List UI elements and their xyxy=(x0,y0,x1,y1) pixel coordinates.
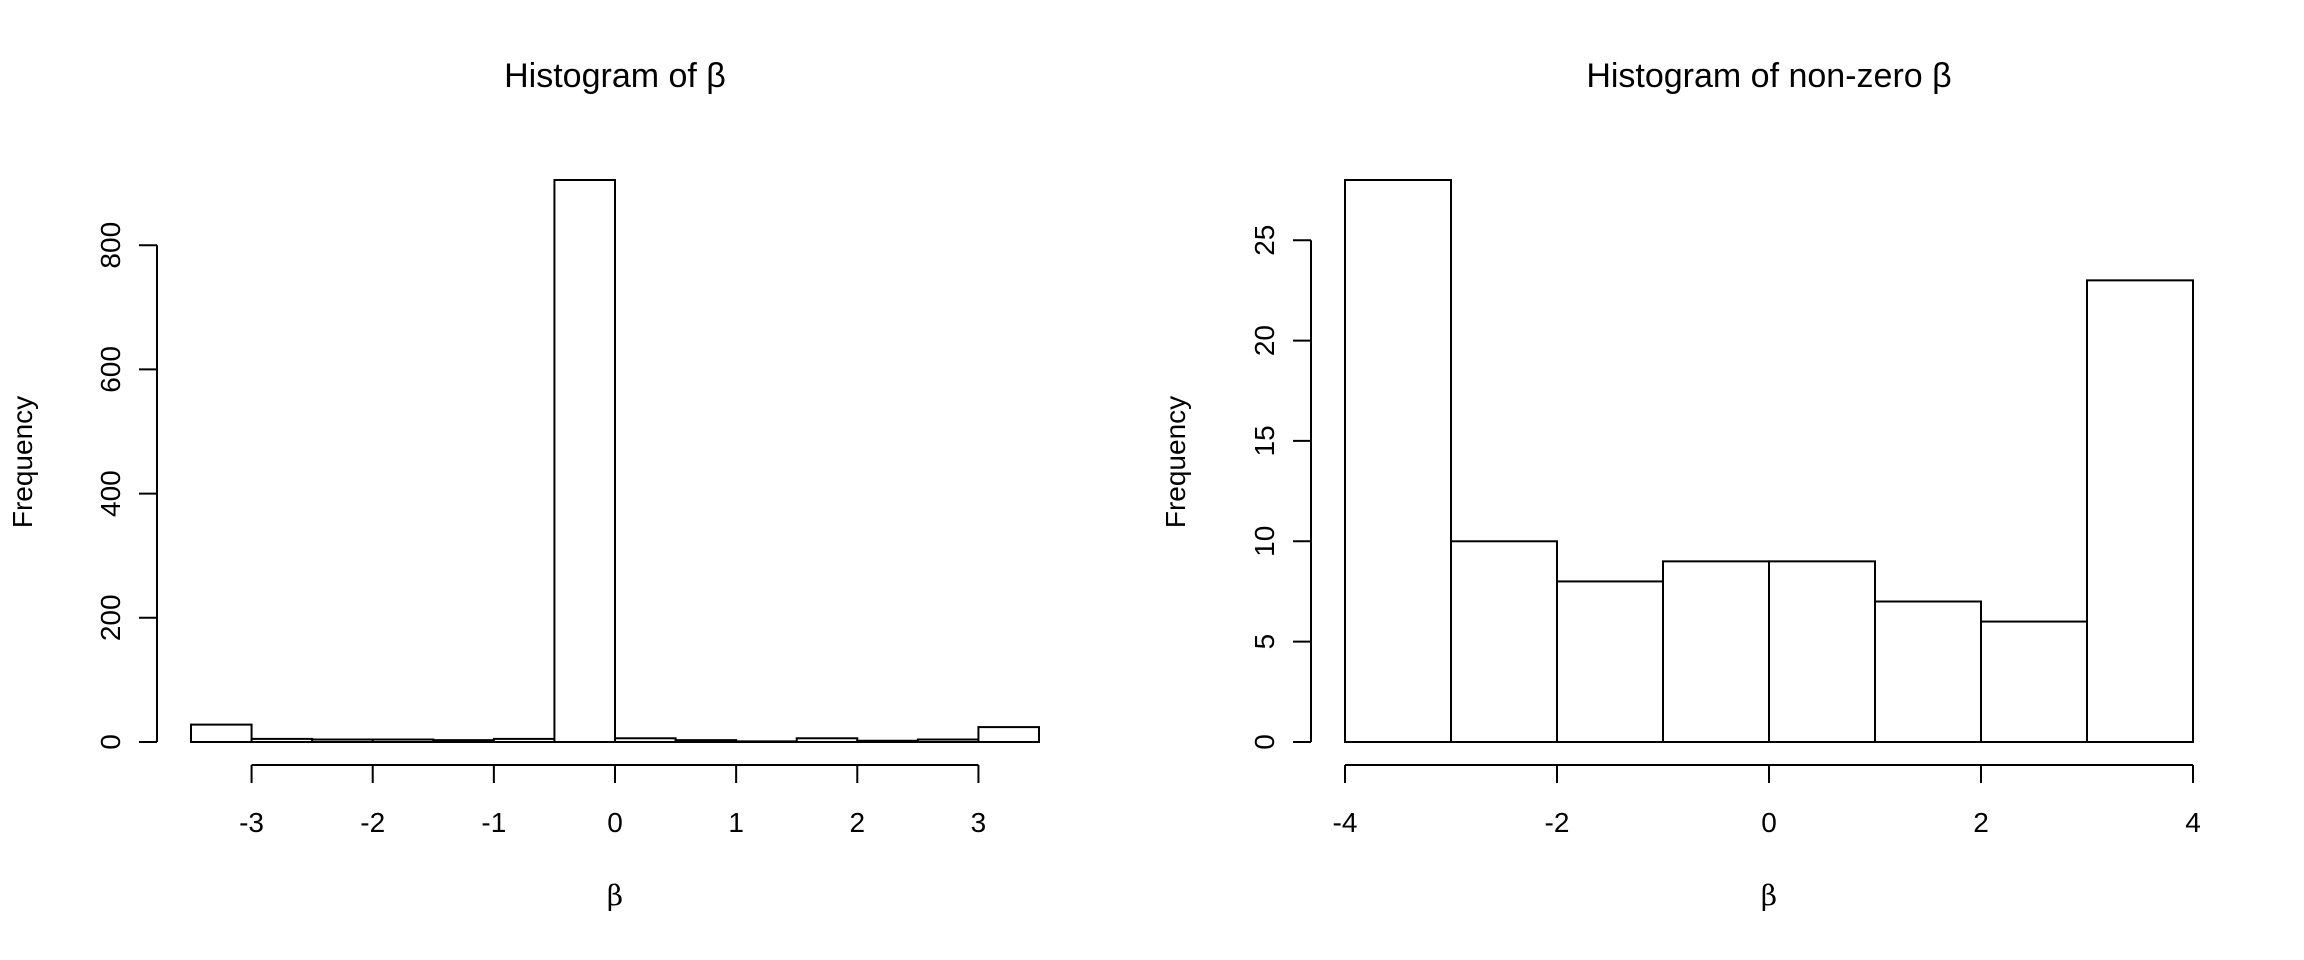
x-axis-label: β xyxy=(1761,879,1777,912)
histogram-bar xyxy=(1450,540,1558,743)
histogram-bar xyxy=(735,740,798,744)
y-axis-label: Frequency xyxy=(7,396,38,528)
x-tick-label: 0 xyxy=(1761,807,1777,838)
x-tick-label: -4 xyxy=(1333,807,1358,838)
y-tick-label: 400 xyxy=(95,470,126,517)
y-axis: 0 5 10 15 20 25 xyxy=(1249,225,1312,750)
histogram-bar xyxy=(856,739,919,743)
histogram-bar xyxy=(977,726,1041,743)
y-axis: 0 200 400 600 800 xyxy=(95,222,158,750)
y-tick-label: 15 xyxy=(1249,425,1280,456)
x-tick-label: -1 xyxy=(481,807,506,838)
y-tick-label: 600 xyxy=(95,346,126,393)
y-tick-label: 0 xyxy=(95,734,126,750)
x-tick-label: 2 xyxy=(1973,807,1989,838)
histogram-bar xyxy=(2086,279,2194,743)
histogram-bar xyxy=(1344,179,1452,743)
histogram-bar xyxy=(311,738,374,744)
y-tick-label: 800 xyxy=(95,222,126,269)
histogram-bar xyxy=(190,723,253,744)
y-tick-label: 5 xyxy=(1249,634,1280,650)
chart-title: Histogram of β xyxy=(504,57,726,95)
histogram-bar xyxy=(553,179,617,743)
histogram-bar xyxy=(1874,600,1982,743)
histogram-bar xyxy=(674,739,738,744)
y-tick-label: 0 xyxy=(1249,734,1280,750)
histogram-bar xyxy=(614,737,677,744)
histogram-bar xyxy=(1556,580,1664,744)
y-tick-label: 10 xyxy=(1249,526,1280,557)
y-tick-label: 20 xyxy=(1249,325,1280,356)
x-axis: -3 -2 -1 0 1 2 3 xyxy=(239,764,987,838)
histogram-bar xyxy=(1662,560,1770,743)
histogram-bar xyxy=(432,739,495,744)
histogram-bar xyxy=(371,738,435,744)
chart-title: Histogram of non-zero β xyxy=(1586,57,1951,95)
histogram-bar xyxy=(916,738,980,744)
x-axis: -4 -2 0 2 4 xyxy=(1333,764,2201,838)
x-tick-label: -3 xyxy=(239,807,264,838)
y-tick-label: 200 xyxy=(95,594,126,641)
x-tick-label: 0 xyxy=(607,807,623,838)
histogram-bar xyxy=(1980,620,2088,743)
x-tick-label: 1 xyxy=(728,807,744,838)
histogram-bar xyxy=(492,737,556,743)
x-tick-label: 2 xyxy=(849,807,865,838)
y-tick-label: 25 xyxy=(1249,225,1280,256)
x-tick-label: 4 xyxy=(2185,807,2201,838)
x-tick-label: -2 xyxy=(360,807,385,838)
bars-group xyxy=(190,179,1041,744)
y-axis-label: Frequency xyxy=(1160,396,1191,528)
x-tick-label: 3 xyxy=(971,807,987,838)
x-tick-label: -2 xyxy=(1545,807,1570,838)
histogram-bar xyxy=(795,737,859,744)
bars-group xyxy=(1344,179,2194,744)
x-axis-label: β xyxy=(607,879,623,912)
histogram-bar xyxy=(250,737,314,743)
histogram-bar xyxy=(1768,560,1876,743)
